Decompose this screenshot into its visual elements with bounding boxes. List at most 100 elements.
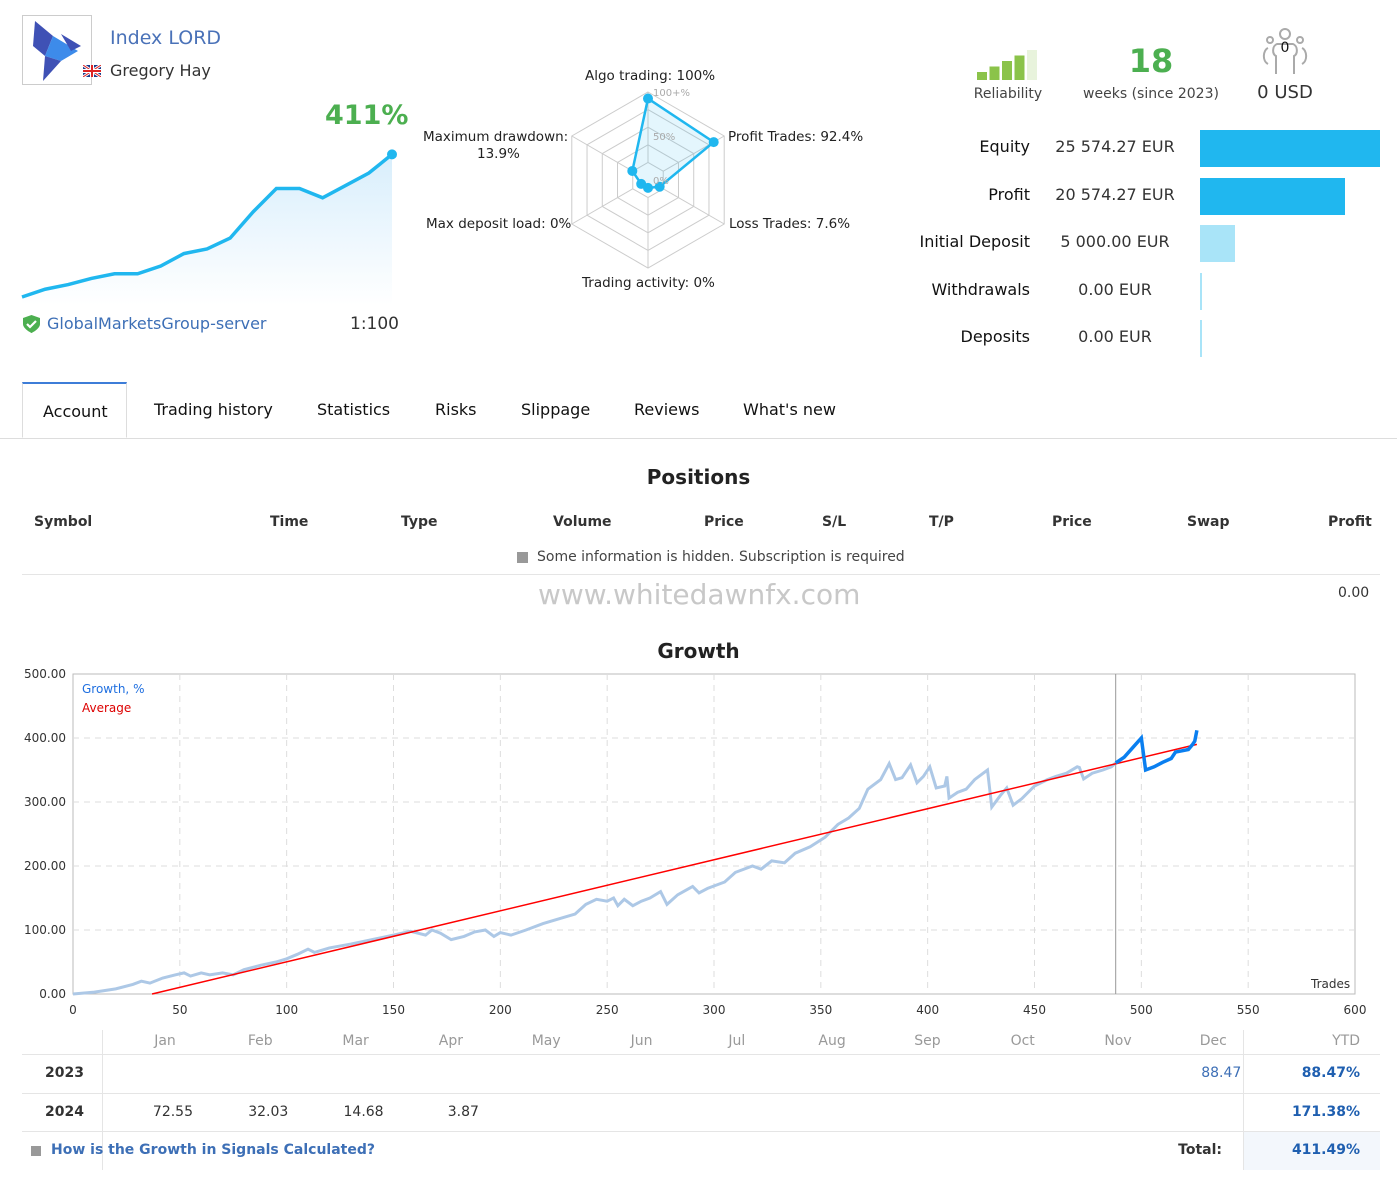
col-price: Price: [704, 514, 744, 530]
subscription-price: 0 USD: [1257, 82, 1313, 103]
radar-axis: [571, 135, 634, 172]
stat-label: Withdrawals: [931, 279, 1030, 299]
watermark: www.whitedawnfx.com: [538, 578, 861, 611]
ytd-value: 88.47%: [1301, 1065, 1360, 1081]
growth-history-line: [72, 760, 1117, 996]
radar-axis: [662, 188, 725, 225]
ytd-header: YTD: [1332, 1033, 1360, 1049]
month-header: Aug: [818, 1033, 846, 1049]
radar-axis: [571, 188, 634, 225]
tab-risks[interactable]: Risks: [435, 400, 477, 419]
subscribers-icon: [1262, 28, 1308, 74]
month-header: Feb: [247, 1033, 273, 1049]
radar-label-algo: Algo trading: 100%: [585, 68, 716, 84]
broker-server[interactable]: GlobalMarketsGroup-server: [47, 314, 267, 333]
month-header: Oct: [1010, 1033, 1035, 1049]
y-tick-label: 200.00: [24, 859, 66, 873]
lock-icon: [517, 552, 528, 563]
positions-title: Positions: [646, 465, 751, 489]
help-icon: [31, 1146, 41, 1156]
radar-point: [708, 137, 719, 148]
x-tick-label: 100: [275, 1003, 298, 1017]
divider: [22, 1131, 1380, 1132]
legend-average: Average: [82, 701, 132, 715]
tab-slippage[interactable]: Slippage: [521, 400, 591, 419]
divider: [22, 1054, 1380, 1055]
col-tp: T/P: [929, 514, 954, 530]
month-header: Dec: [1199, 1033, 1227, 1049]
stat-value: 5 000.00 EUR: [1060, 232, 1170, 251]
stat-label: Profit: [988, 184, 1030, 204]
growth-percent: 411%: [325, 100, 409, 131]
month-value: 88.47: [1201, 1065, 1242, 1081]
month-header: Apr: [438, 1033, 463, 1049]
stat-bar: [1200, 225, 1236, 262]
col-price-current: Price: [1052, 514, 1092, 530]
stat-bar: [1200, 320, 1202, 357]
tab-bar: Account Trading history Statistics Risks…: [0, 382, 1397, 439]
radar-scale-50: 50%: [653, 132, 676, 143]
tab-trading-history[interactable]: Trading history: [154, 400, 273, 419]
col-type: Type: [401, 514, 438, 530]
positions-total-profit: 0.00: [1338, 585, 1370, 601]
month-header: Jul: [728, 1033, 746, 1049]
mini-chart-line: [21, 153, 394, 299]
legend-growth: Growth, %: [82, 682, 145, 696]
uk-flag-icon: [83, 65, 101, 77]
stat-bar: [1200, 130, 1380, 167]
reliability-bar: [1002, 61, 1012, 80]
total-value: 411.49%: [1291, 1142, 1360, 1158]
reliability-label: Reliability: [973, 86, 1043, 102]
stat-value: 0.00 EUR: [1078, 279, 1152, 299]
signal-title[interactable]: Index LORD: [110, 27, 222, 49]
col-time: Time: [270, 514, 309, 530]
weeks-count: 18: [1128, 42, 1174, 80]
month-header: Nov: [1104, 1033, 1132, 1049]
radar-label-activity: Trading activity: 0%: [582, 275, 715, 291]
col-swap: Swap: [1187, 514, 1230, 530]
month-value: 3.87: [447, 1104, 479, 1120]
month-header: Jun: [630, 1033, 653, 1049]
reliability-bar: [989, 66, 1000, 80]
weeks-label: weeks (since 2023): [1083, 86, 1219, 102]
radar-scale-100: 100+%: [653, 88, 690, 99]
tab-account[interactable]: Account: [22, 382, 127, 438]
stat-label: Deposits: [960, 327, 1031, 346]
x-tick-label: 300: [703, 1003, 726, 1017]
x-tick-label: 0: [69, 1003, 77, 1017]
month-value: 72.55: [152, 1104, 193, 1120]
tab-whats-new[interactable]: What's new: [743, 400, 836, 419]
x-tick-label: 600: [1344, 1003, 1367, 1017]
verified-shield-icon: [23, 315, 40, 333]
divider: [22, 574, 1380, 575]
tab-statistics[interactable]: Statistics: [317, 400, 391, 419]
month-value: 32.03: [248, 1104, 289, 1120]
year-label: 2023: [45, 1065, 84, 1081]
year-label: 2024: [45, 1104, 84, 1120]
mini-chart-endpoint: [387, 149, 397, 160]
reliability-bar: [1027, 50, 1037, 80]
stat-value: 25 574.27 EUR: [1055, 137, 1175, 156]
radar-label-load: Max deposit load: 0%: [426, 216, 572, 232]
stat-bar: [1200, 177, 1345, 215]
col-sl: S/L: [822, 514, 847, 530]
author-name[interactable]: Gregory Hay: [110, 61, 211, 80]
month-header: Jan: [154, 1033, 176, 1049]
col-profit: Profit: [1328, 514, 1372, 530]
x-tick-label: 150: [382, 1003, 405, 1017]
radar-point: [654, 181, 665, 192]
growth-chart: 0 50 100 150 200 250 300 350 400 450 500 550 600 0.00…: [24, 667, 1367, 1017]
growth-title: Growth: [657, 639, 740, 663]
stat-label: Initial Deposit: [919, 232, 1030, 251]
x-tick-label: 500: [1130, 1003, 1153, 1017]
mini-growth-chart: [21, 149, 397, 305]
y-tick-label: 500.00: [24, 667, 66, 681]
x-tick-label: 350: [809, 1003, 832, 1017]
radar-label-drawdown-value: 13.9%: [477, 146, 520, 162]
x-tick-label: 200: [489, 1003, 512, 1017]
tab-reviews[interactable]: Reviews: [634, 400, 700, 419]
growth-help-link[interactable]: How is the Growth in Signals Calculated?: [51, 1142, 375, 1158]
x-tick-label: 250: [596, 1003, 619, 1017]
x-tick-label: 50: [172, 1003, 187, 1017]
radar-area: [630, 96, 716, 190]
